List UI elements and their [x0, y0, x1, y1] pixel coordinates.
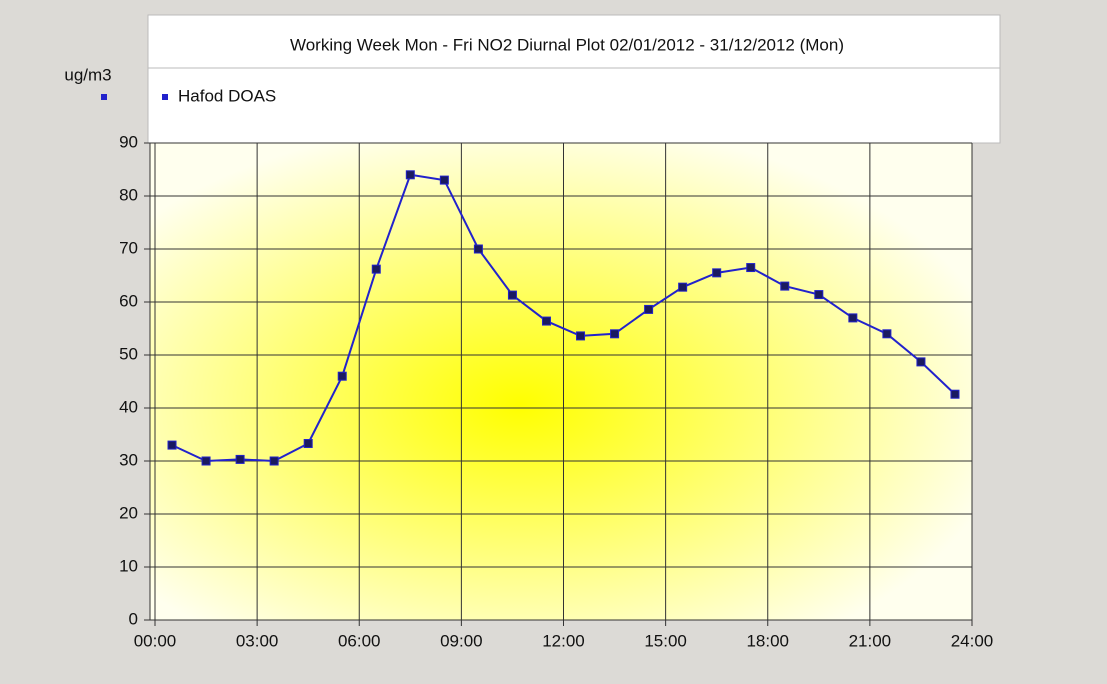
- data-point: [678, 282, 688, 292]
- y-tick-label: 40: [119, 397, 138, 416]
- data-point: [950, 389, 960, 399]
- data-point: [848, 313, 858, 323]
- x-tick-label: 06:00: [338, 631, 381, 650]
- chart-title: Working Week Mon - Fri NO2 Diurnal Plot …: [290, 35, 844, 54]
- data-point: [882, 329, 892, 339]
- marker-icon: [101, 94, 107, 100]
- data-point: [167, 440, 177, 450]
- header-panel: [147, 14, 1001, 144]
- data-point: [541, 316, 551, 326]
- y-axis-label: ug/m3: [64, 65, 111, 84]
- data-point: [507, 290, 517, 300]
- y-tick-label: 70: [119, 238, 138, 257]
- data-point: [576, 331, 586, 341]
- x-tick-label: 15:00: [644, 631, 687, 650]
- data-point: [371, 264, 381, 274]
- data-point: [814, 290, 824, 300]
- legend-marker: [162, 94, 168, 100]
- legend-label: Hafod DOAS: [178, 86, 276, 105]
- data-point: [439, 175, 449, 185]
- data-point: [644, 304, 654, 314]
- data-point: [473, 244, 483, 254]
- series-line: [171, 173, 956, 463]
- data-point: [405, 170, 415, 180]
- data-point: [780, 281, 790, 291]
- x-tick-label: 09:00: [440, 631, 483, 650]
- data-point: [916, 357, 926, 367]
- y-tick-label: 80: [119, 185, 138, 204]
- x-tick-label: 12:00: [542, 631, 585, 650]
- plot-area: [150, 143, 972, 620]
- x-tick-label: 21:00: [849, 631, 892, 650]
- x-tick-label: 03:00: [236, 631, 279, 650]
- data-point: [235, 454, 245, 464]
- data-point: [337, 371, 347, 381]
- data-point: [746, 263, 756, 273]
- x-tick-label: 24:00: [951, 631, 994, 650]
- data-point: [610, 329, 620, 339]
- y-tick-label: 20: [119, 503, 138, 522]
- y-tick-label: 30: [119, 450, 138, 469]
- y-tick-label: 50: [119, 344, 138, 363]
- y-tick-label: 60: [119, 291, 138, 310]
- y-tick-label: 0: [129, 609, 138, 628]
- y-tick-label: 10: [119, 556, 138, 575]
- x-tick-label: 18:00: [746, 631, 789, 650]
- data-point: [303, 439, 313, 449]
- data-point: [269, 456, 279, 466]
- y-tick-label: 90: [119, 132, 138, 151]
- x-tick-label: 00:00: [134, 631, 177, 650]
- data-point: [712, 268, 722, 278]
- data-point: [201, 456, 211, 466]
